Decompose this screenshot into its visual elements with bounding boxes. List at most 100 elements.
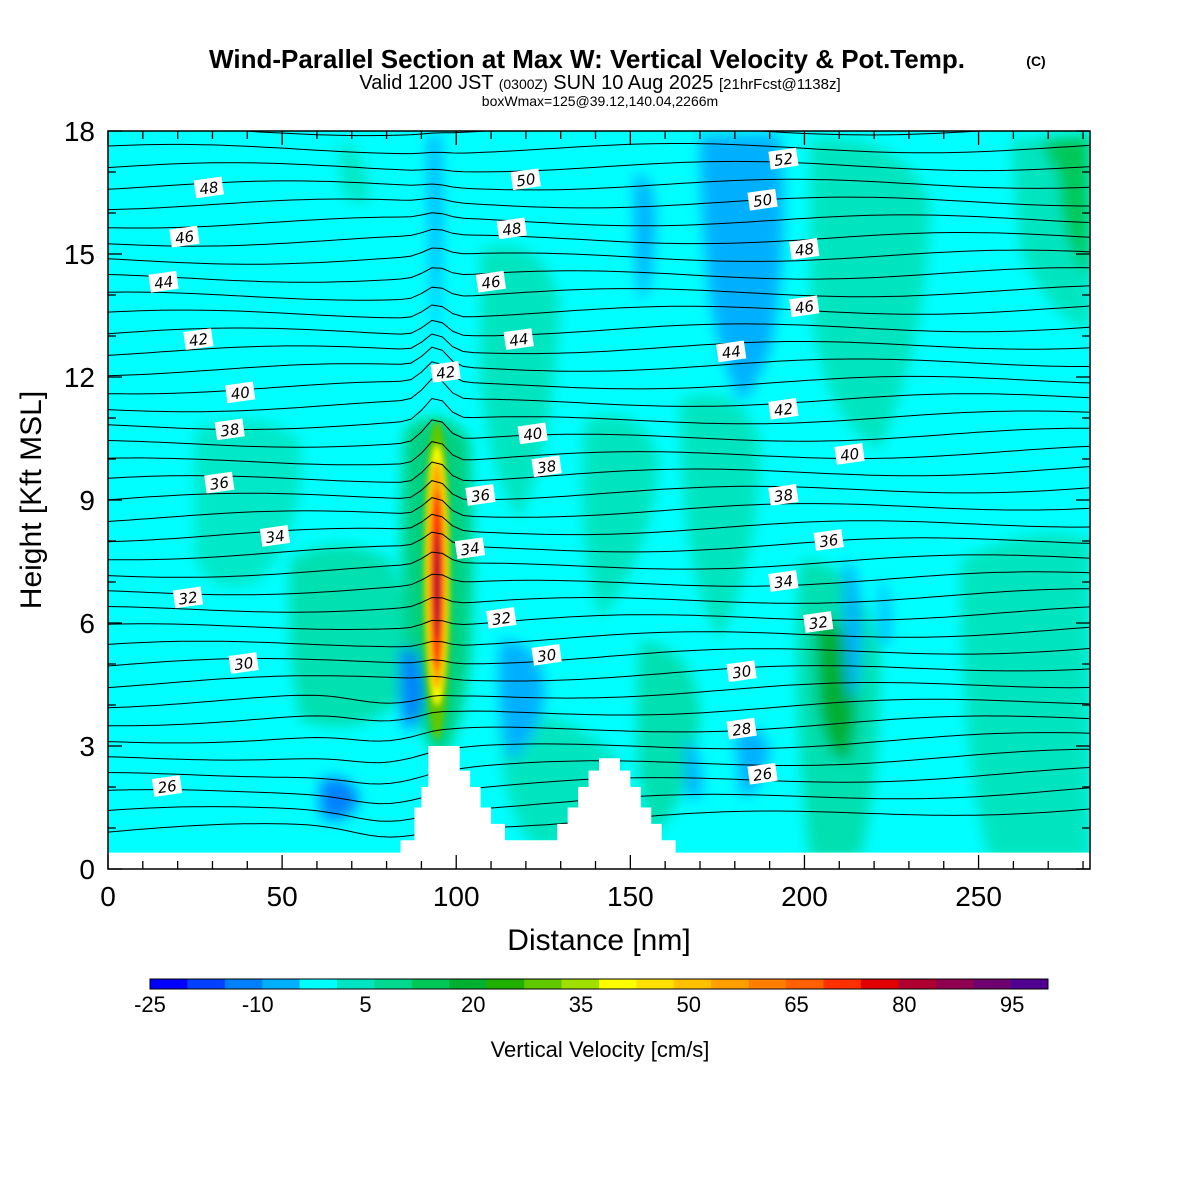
colorbar-tick-label: 35: [569, 992, 593, 1017]
contour-label-text: 34: [264, 527, 285, 547]
contour-label: 48: [496, 217, 527, 240]
contour-label: 34: [454, 537, 486, 560]
contour-label-text: 44: [153, 272, 174, 292]
contour-label-text: 46: [480, 272, 501, 292]
isentrope-line: [108, 419, 1090, 448]
contour-label-box: [768, 570, 799, 592]
contour-label: 30: [228, 652, 259, 674]
contour-label: 32: [486, 607, 517, 629]
contour-label-box: [531, 643, 562, 666]
x-tick-label: 250: [955, 881, 1002, 912]
contour-label: 34: [259, 525, 291, 547]
colorbar-swatch: [898, 979, 937, 989]
w-region: [880, 580, 890, 645]
contour-label-box: [517, 422, 548, 445]
w-region: [582, 415, 660, 620]
w-region: [636, 640, 700, 840]
contour-label: 38: [768, 484, 799, 506]
contour-label-text: 36: [470, 486, 491, 506]
valid-prefix: Valid 1200 JST: [359, 72, 493, 94]
colorbar-tick-label: 80: [892, 992, 916, 1017]
contour-label: 40: [834, 443, 865, 465]
colorbar-swatch: [823, 979, 862, 989]
y-tick-label: 6: [79, 608, 95, 639]
isentrope-line: [108, 333, 1090, 356]
colorbar-swatch: [299, 979, 338, 989]
colorbar-swatch: [636, 979, 675, 989]
contour-label-text: 36: [209, 473, 230, 493]
colorbar-title: Vertical Velocity [cm/s]: [491, 1037, 710, 1062]
contour-label-text: 42: [773, 400, 794, 420]
x-axis: 0 50 100 150 200 250: [100, 881, 1002, 912]
contour-label-box: [228, 652, 259, 674]
isentrope-line: [108, 732, 1090, 764]
contour-label: 44: [716, 340, 747, 363]
isentrope-line: [108, 178, 1090, 191]
isentrope-line: [108, 346, 1090, 377]
contour-label-text: 28: [731, 719, 752, 739]
isentrope-line: [108, 531, 1090, 561]
contour-label: 26: [747, 762, 778, 785]
contour-label-text: 42: [188, 330, 209, 350]
contour-label: 28: [726, 717, 757, 740]
contour-label-box: [531, 455, 562, 478]
contour-label-box: [803, 611, 834, 633]
contour-label-text: 38: [219, 420, 240, 440]
contour-label-text: 38: [536, 457, 557, 477]
isentrope-line: [108, 571, 1090, 596]
x-tick-label: 100: [433, 881, 480, 912]
isentrope-line: [108, 588, 1090, 613]
updraft-band: [434, 530, 440, 640]
contour-label-box: [503, 328, 534, 350]
colorbar-swatch: [486, 979, 525, 989]
contour-label-box: [768, 484, 799, 506]
isentrope-line: [108, 378, 1090, 413]
valid-time-line: Valid 1200 JST (0300Z) SUN 10 Aug 2025 […: [359, 72, 840, 94]
colorbar-tick-label: 20: [461, 992, 485, 1017]
axis-ticks: [107, 130, 1090, 870]
isentrope-line: [108, 551, 1090, 578]
colorbar-swatch: [150, 979, 188, 989]
isentrope-line: [108, 319, 1090, 337]
contour-label-text: 52: [773, 149, 794, 169]
w-region: [340, 140, 370, 204]
isentrope-line: [108, 665, 1090, 689]
isentrope-line: [108, 143, 1090, 155]
contour-label-box: [789, 238, 820, 260]
contour-label-text: 48: [794, 240, 815, 260]
contour-label-box: [259, 525, 291, 547]
colorbar-swatch: [561, 979, 600, 989]
contour-label-text: 42: [435, 363, 456, 383]
contour-labels: 48 46 44 42 40 38 36 34 32 30 26 50 48 46 44 42 40 38 36 34…: [148, 147, 865, 797]
contour-label-box: [475, 270, 507, 293]
contour-label-text: 26: [156, 777, 177, 797]
valid-date: SUN 10 Aug 2025: [553, 72, 713, 94]
contour-label-text: 50: [515, 170, 536, 190]
contour-label-box: [225, 381, 256, 404]
colorbar-swatch: [224, 979, 263, 989]
colorbar-frame: [149, 978, 1049, 990]
contour-label: 32: [172, 586, 204, 609]
contour-label-text: 34: [459, 539, 480, 559]
contour-label-box: [193, 176, 224, 199]
contour-label: 50: [747, 188, 778, 211]
contour-label-box: [151, 775, 183, 797]
contour-label-box: [454, 537, 486, 560]
colorbar-swatch: [187, 979, 226, 989]
y-axis: 0 3 6 9 12 15 18: [64, 116, 95, 885]
isentrope-line: [108, 606, 1090, 630]
contour-label: 50: [510, 168, 541, 190]
isentrope-line: [108, 441, 1090, 466]
isentrope-line: [108, 715, 1090, 744]
contour-label-text: 48: [198, 178, 219, 198]
w-region: [680, 395, 760, 640]
contour-label: 30: [726, 660, 757, 682]
contour-label: 46: [789, 295, 820, 318]
contour-label-box: [169, 225, 200, 248]
contour-label-text: 46: [174, 227, 195, 247]
contour-label-box: [716, 340, 747, 363]
chart-title: Wind-Parallel Section at Max W: Vertical…: [209, 44, 965, 74]
colorbar-swatch: [748, 979, 787, 989]
contour-label-box: [214, 418, 245, 441]
